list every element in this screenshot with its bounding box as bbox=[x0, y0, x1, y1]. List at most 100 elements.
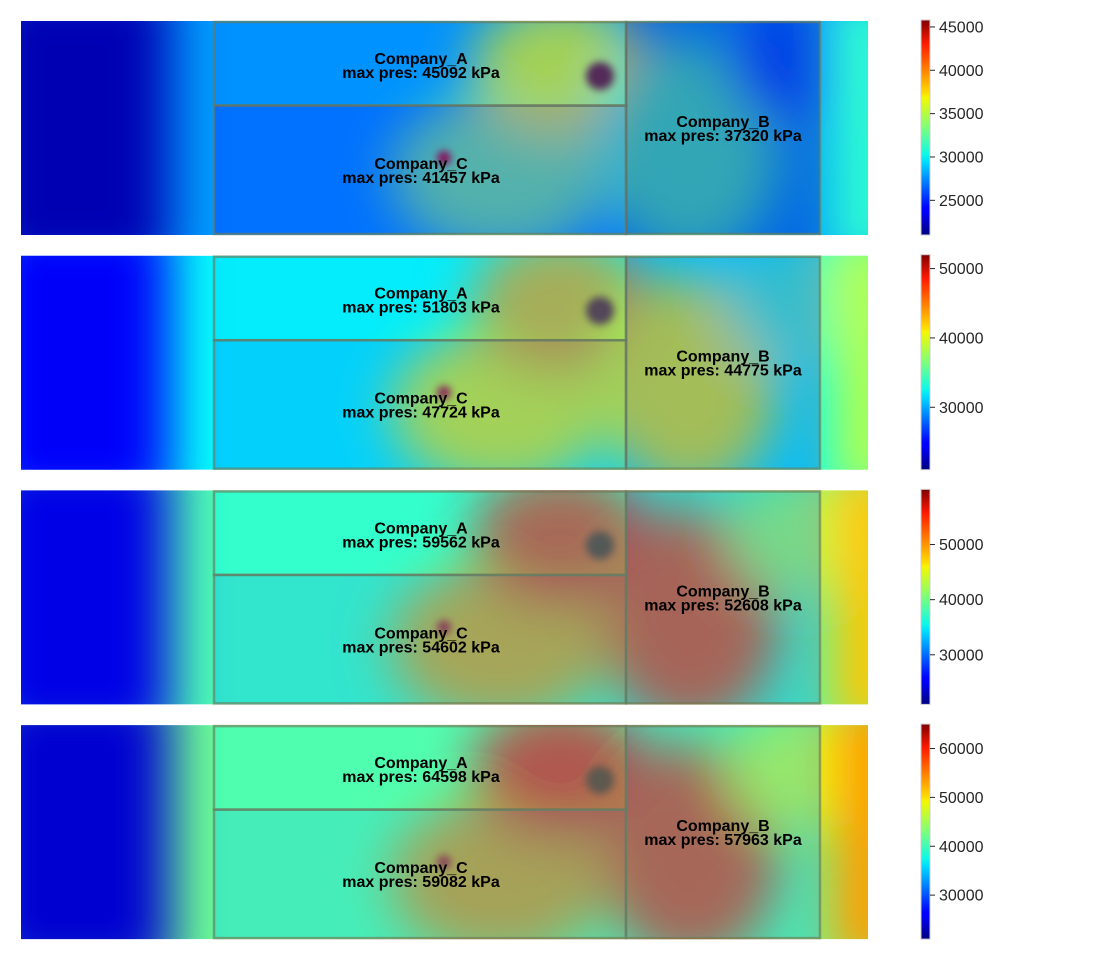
region-name-label: Company_C bbox=[374, 391, 468, 408]
field-b-zone bbox=[600, 743, 780, 940]
hotspot-company-c bbox=[437, 151, 451, 165]
pressure-field bbox=[21, 255, 868, 470]
colorbar-tick-label: 30000 bbox=[939, 400, 984, 417]
lease-boxes bbox=[212, 490, 822, 705]
lease-box-company-a bbox=[212, 724, 628, 811]
lease-box-company-b bbox=[624, 724, 822, 940]
hotspots bbox=[437, 296, 614, 400]
region-max-pressure-label: max pres: 51803 kPa bbox=[342, 300, 500, 317]
hotspot-company-c bbox=[437, 385, 451, 400]
colorbar-tick-label: 30000 bbox=[939, 888, 984, 905]
colorbar-gradient bbox=[920, 19, 931, 236]
field-east-zone bbox=[830, 21, 868, 235]
field-a-east-zone bbox=[470, 21, 650, 139]
field-b-zone bbox=[600, 274, 780, 470]
lease-box-company-b bbox=[624, 490, 822, 705]
hotspot-company-a bbox=[586, 766, 614, 795]
colorbar-tick-label: 30000 bbox=[939, 149, 984, 166]
colorbar: 30000 40000 50000 bbox=[920, 488, 984, 705]
region-max-pressure-label: max pres: 54602 kPa bbox=[342, 639, 500, 656]
hotspots bbox=[437, 531, 614, 635]
lease-box-company-c bbox=[212, 104, 628, 236]
region-name-label: Company_B bbox=[676, 114, 769, 131]
region-name-label: Company_A bbox=[374, 755, 468, 772]
region-name-label: Company_C bbox=[374, 625, 468, 642]
colorbar-tick-label: 40000 bbox=[939, 63, 984, 80]
region-name-label: Company_A bbox=[374, 51, 468, 68]
colorbar-gradient bbox=[920, 254, 931, 471]
region-name-label: Company_C bbox=[374, 860, 468, 877]
field-east-zone bbox=[830, 725, 868, 940]
colorbar: 30000 40000 50000 60000 bbox=[920, 723, 984, 940]
field-a-east-zone bbox=[470, 490, 650, 608]
region-max-pressure-label: max pres: 44775 kPa bbox=[644, 363, 802, 380]
region-name-label: Company_C bbox=[374, 156, 468, 173]
field-b-zone bbox=[600, 508, 780, 705]
colorbar-tick-label: 40000 bbox=[939, 592, 984, 609]
field-west-zone bbox=[21, 490, 171, 705]
lease-box-company-c bbox=[212, 338, 628, 470]
colorbar: 25000 30000 35000 40000 45000 bbox=[920, 19, 984, 236]
pressure-field bbox=[21, 490, 868, 705]
lease-box-company-c bbox=[212, 808, 628, 940]
colorbar-tick-label: 60000 bbox=[939, 741, 984, 758]
region-name-label: Company_A bbox=[374, 520, 468, 537]
region-max-pressure-label: max pres: 59082 kPa bbox=[342, 874, 500, 891]
field-west-zone bbox=[21, 21, 171, 235]
field-west-zone bbox=[21, 255, 171, 470]
field-b-zone bbox=[600, 39, 780, 235]
colorbar-tick-label: 30000 bbox=[939, 647, 984, 664]
region-max-pressure-label: max pres: 59562 kPa bbox=[342, 534, 500, 551]
lease-box-company-b bbox=[624, 255, 822, 470]
colorbar-tick-label: 25000 bbox=[939, 193, 984, 210]
hotspot-company-a bbox=[586, 531, 614, 560]
colorbar-tick-label: 50000 bbox=[939, 537, 984, 554]
field-blobs bbox=[21, 725, 868, 940]
region-name-label: Company_B bbox=[676, 349, 769, 366]
colorbar-gradient bbox=[920, 723, 931, 940]
lease-box-company-a bbox=[212, 20, 628, 107]
region-max-pressure-label: max pres: 41457 kPa bbox=[342, 170, 500, 187]
lease-boxes bbox=[212, 255, 822, 470]
field-blobs bbox=[21, 21, 868, 235]
region-max-pressure-label: max pres: 37320 kPa bbox=[644, 128, 802, 145]
field-a-east-zone bbox=[470, 255, 650, 373]
colorbar-tick-label: 40000 bbox=[939, 330, 984, 347]
lease-boxes bbox=[212, 724, 822, 940]
field-west-zone bbox=[21, 725, 171, 940]
region-name-label: Company_B bbox=[676, 818, 769, 835]
region-max-pressure-label: max pres: 64598 kPa bbox=[342, 769, 500, 786]
colorbar-tick-label: 40000 bbox=[939, 839, 984, 856]
hotspot-company-a bbox=[586, 62, 614, 90]
pressure-field bbox=[21, 21, 868, 235]
colorbar-tick-label: 50000 bbox=[939, 261, 984, 278]
colorbar-tick-label: 35000 bbox=[939, 106, 984, 123]
region-max-pressure-label: max pres: 45092 kPa bbox=[342, 65, 500, 82]
hotspot-company-c bbox=[437, 620, 451, 635]
colorbar-gradient bbox=[920, 488, 931, 705]
hotspots bbox=[437, 62, 614, 165]
pressure-field bbox=[21, 725, 868, 940]
region-max-pressure-label: max pres: 57963 kPa bbox=[644, 832, 802, 849]
region-max-pressure-label: max pres: 47724 kPa bbox=[342, 405, 500, 422]
hotspot-company-c bbox=[437, 855, 451, 870]
field-a-east-zone bbox=[470, 725, 650, 843]
lease-box-company-b bbox=[624, 20, 822, 236]
region-name-label: Company_A bbox=[374, 286, 468, 303]
region-max-pressure-label: max pres: 52608 kPa bbox=[644, 597, 802, 614]
colorbar: 30000 40000 50000 bbox=[920, 254, 984, 471]
field-east-zone bbox=[830, 490, 868, 705]
field-blobs bbox=[21, 490, 868, 705]
hotspot-company-a bbox=[586, 296, 614, 325]
colorbar-tick-label: 45000 bbox=[939, 19, 984, 36]
